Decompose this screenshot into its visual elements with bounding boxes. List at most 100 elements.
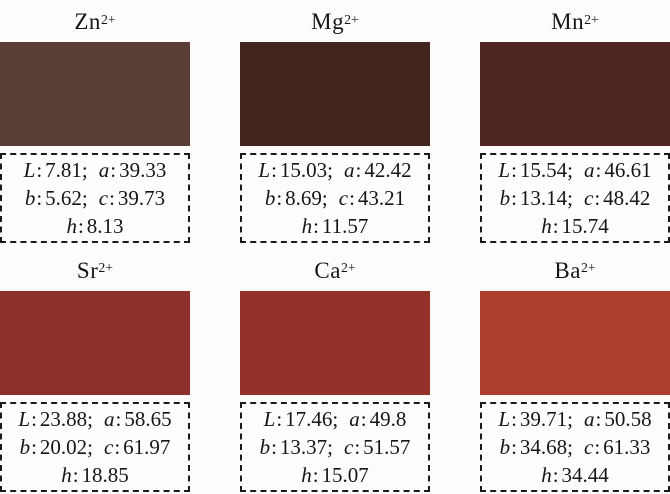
colon: : [114,434,121,459]
semicolon: ; [567,158,574,182]
semicolon: ; [327,158,334,182]
colon: : [109,186,115,210]
lab-line-1: L: 15.54; a: 46.61 [498,156,651,184]
colon: : [72,462,79,487]
color-swatch [480,42,670,146]
value-label-a: a [349,406,360,431]
colon: : [31,406,37,431]
lab-values-box: L: 17.46; a: 49.8 b: 13.37; c: 51.57 h: 15.07 [240,401,430,492]
ion-label: Mg 2+ [240,2,430,42]
value-a: 58.65 [124,406,172,431]
value-L: 23.88 [39,406,88,431]
lab-line-3: h: 11.57 [302,212,369,240]
ion-panel-mg: Mg 2+ L: 15.03; a: 42.42 b: 8.69; c: 43.21 h: 11… [240,2,430,246]
value-label-L: L [498,406,511,431]
value-label-a: a [584,158,595,182]
value-a: 50.58 [604,406,652,431]
value-c: 39.73 [117,186,166,210]
ion-charge: 2+ [98,260,114,276]
ion-panel-sr: Sr 2+ L: 23.88; a: 58.65 b: 20.02; c: 61.97 h: 1… [0,251,190,494]
colon: : [77,214,84,238]
colon: : [511,158,517,182]
value-b: 34.68 [519,434,568,459]
value-b: 13.14 [519,186,568,210]
lab-line-2: b: 34.68; c: 61.33 [500,433,651,461]
ion-charge: 2+ [580,260,596,276]
colon: : [355,158,362,182]
colon: : [595,406,602,431]
semicolon: ; [567,434,573,459]
colon: : [276,406,283,431]
value-c: 43.21 [357,186,406,210]
lab-line-2: b: 20.02; c: 61.97 [20,433,171,461]
value-a: 46.61 [604,158,652,182]
value-label-c: c [104,434,114,459]
lab-line-1: L: 7.81; a: 39.33 [24,156,167,184]
value-L: 17.46 [285,406,333,431]
lab-line-3: h: 15.74 [541,212,609,240]
value-b: 5.62 [45,186,82,210]
ion-symbol: Mg [311,9,345,34]
value-b: 20.02 [39,434,88,459]
semicolon: ; [567,186,573,210]
lab-line-3: h: 18.85 [61,461,129,489]
value-label-b: b [499,434,511,459]
value-c: 61.97 [123,434,171,459]
ion-panel-ba: Ba 2+ L: 39.71; a: 50.58 b: 34.68; c: 61.33 h: 3… [480,251,670,494]
colon: : [110,158,117,182]
lab-line-1: L: 23.88; a: 58.65 [18,405,171,433]
value-a: 39.33 [119,158,167,182]
lab-line-1: L: 39.71; a: 50.58 [498,405,651,433]
colon: : [511,406,517,431]
value-label-a: a [344,158,355,182]
lab-line-2: b: 13.14; c: 48.42 [500,184,651,212]
value-label-L: L [498,158,511,182]
colon: : [594,186,601,210]
value-b: 8.69 [285,186,322,210]
value-label-L: L [258,158,271,182]
colon: : [594,434,601,459]
value-L: 39.71 [519,406,568,431]
color-swatch [0,42,190,146]
value-label-h: h [541,462,552,487]
lab-line-2: b: 5.62; c: 39.73 [25,184,165,212]
value-a: 49.8 [369,406,407,431]
ion-label: Sr 2+ [0,251,190,291]
lab-values-box: L: 15.03; a: 42.42 b: 8.69; c: 43.21 h: 11.57 [240,153,430,243]
semicolon: ; [327,434,333,459]
value-label-b: b [19,434,31,459]
value-label-c: c [584,434,594,459]
value-label-h: h [301,214,313,238]
colon: : [115,406,122,431]
ion-label: Ba 2+ [480,251,670,291]
colon: : [552,462,559,487]
semicolon: ; [87,434,93,459]
value-label-b: b [259,434,271,459]
value-h: 18.85 [81,462,129,487]
value-h: 15.74 [561,214,609,238]
lab-values-box: L: 7.81; a: 39.33 b: 5.62; c: 39.73 h: 8.13 [0,153,190,243]
value-c: 48.42 [603,186,651,210]
colon: : [313,214,319,238]
semicolon: ; [87,406,94,431]
value-label-L: L [263,406,276,431]
colon: : [552,214,559,238]
value-label-L: L [23,158,36,182]
colon: : [36,158,43,182]
ion-symbol: Zn [74,9,101,34]
colon: : [360,406,367,431]
value-L: 15.54 [519,158,568,182]
value-label-c: c [344,434,354,459]
value-c: 61.33 [603,434,651,459]
value-label-c: c [338,186,349,210]
color-swatch [240,290,430,395]
ion-charge: 2+ [100,11,116,27]
lab-values-box: L: 23.88; a: 58.65 b: 20.02; c: 61.97 h: 18.85 [0,401,190,492]
ion-symbol: Ca [314,257,341,283]
value-label-h: h [301,462,312,487]
lab-values-box: L: 15.54; a: 46.61 b: 13.14; c: 48.42 h: 15.74 [480,153,670,243]
value-label-b: b [24,186,36,210]
semicolon: ; [321,186,328,210]
value-h: 34.44 [561,462,609,487]
